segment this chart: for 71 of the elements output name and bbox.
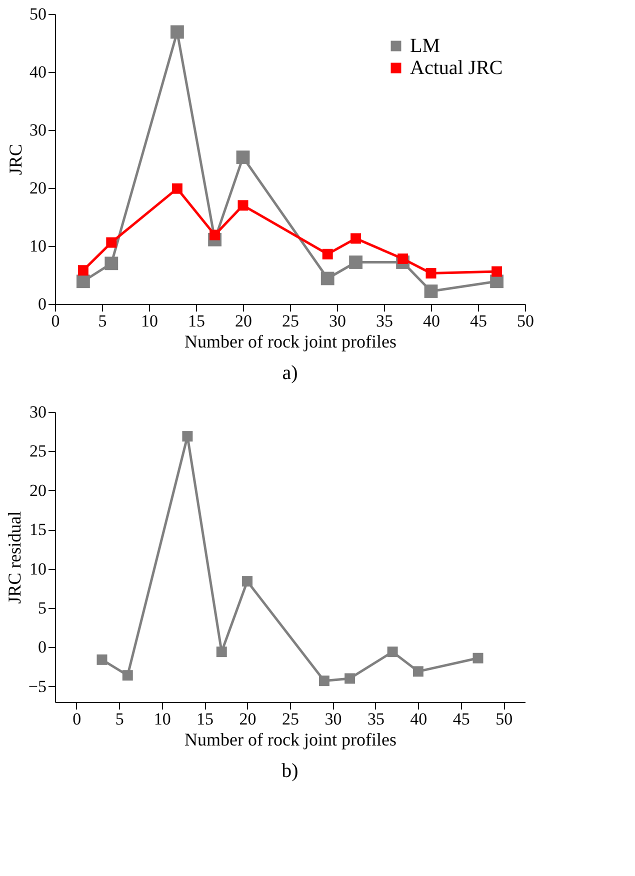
point (492, 266, 502, 277)
point (216, 646, 227, 658)
point (78, 265, 88, 276)
point (104, 256, 118, 270)
point (238, 200, 248, 211)
y-tick-label: 10 (30, 559, 46, 578)
y-tick-label: 0 (38, 638, 46, 657)
x-axis-title: Number of rock joint profiles (184, 730, 396, 750)
x-tick-label: 30 (324, 710, 342, 728)
y-tick-label: 15 (30, 520, 46, 540)
point (426, 268, 436, 279)
x-tick-label: 20 (235, 312, 252, 330)
x-tick-label: 35 (367, 710, 384, 728)
text: b) (282, 760, 298, 782)
x-tick-label: 15 (188, 312, 205, 330)
point (472, 652, 484, 664)
point (412, 666, 424, 677)
point (210, 230, 220, 240)
point (182, 431, 193, 442)
y-axis-title: JRC residual (4, 511, 24, 604)
y-tick-label: 20 (30, 178, 46, 198)
x-tick-label: 45 (470, 312, 487, 330)
y-tick-label: 10 (30, 236, 46, 256)
y-tick-label: 20 (30, 480, 46, 500)
point (96, 654, 108, 665)
point (172, 183, 182, 194)
y-tick-label: 25 (30, 442, 46, 461)
x-axis-title: Number of rock joint profiles (184, 332, 396, 352)
x-tick-label: 0 (51, 312, 60, 330)
y-tick-label: 50 (30, 4, 46, 24)
x-tick-label: 25 (282, 710, 299, 728)
y-tick-label: 0 (38, 294, 46, 314)
x-tick-label: 10 (141, 312, 158, 330)
point (398, 254, 408, 264)
x-tick-label: 20 (239, 710, 256, 728)
y-tick-label: 5 (38, 598, 46, 618)
y-tick-label: −5 (28, 676, 46, 696)
legend-label: Actual JRC (410, 57, 503, 79)
y-axis-title: JRC (6, 144, 26, 176)
y-tick-label: 40 (30, 62, 46, 82)
point (122, 670, 133, 681)
text: a) (282, 362, 298, 384)
y-tick-label: 30 (30, 120, 46, 140)
x-tick-label: 15 (196, 710, 214, 728)
point (236, 150, 250, 164)
x-tick-label: 5 (115, 710, 124, 728)
point (350, 233, 362, 244)
point (387, 646, 398, 658)
point (318, 676, 330, 686)
legend-label: LM (410, 35, 440, 57)
x-tick-label: 40 (423, 312, 440, 330)
x-tick-label: 50 (517, 312, 534, 330)
point (322, 248, 333, 260)
point (76, 274, 90, 288)
x-tick-label: 50 (496, 710, 513, 728)
x-tick-label: 45 (452, 710, 470, 728)
point (106, 237, 117, 248)
point (424, 284, 438, 298)
x-tick-label: 10 (154, 710, 171, 728)
y-tick-label: 30 (30, 402, 46, 422)
point (320, 272, 334, 286)
x-tick-label: 30 (329, 312, 346, 330)
x-tick-label: 5 (98, 312, 107, 330)
point (349, 256, 363, 269)
point (344, 673, 356, 684)
x-tick-label: 40 (410, 710, 428, 728)
x-tick-label: 0 (72, 710, 82, 728)
point (170, 25, 184, 39)
x-tick-label: 35 (376, 312, 393, 330)
point (242, 576, 253, 587)
x-tick-label: 25 (282, 312, 299, 330)
